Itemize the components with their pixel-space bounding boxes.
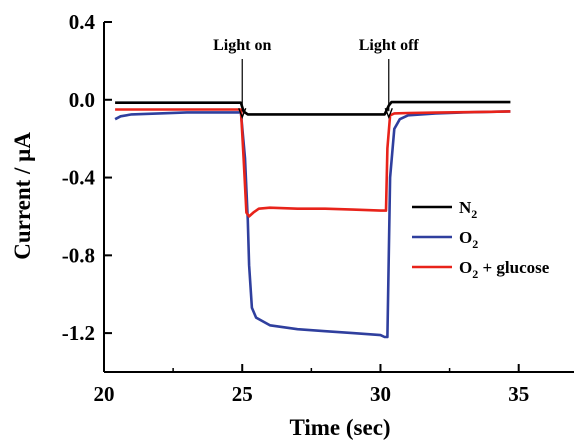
annotation-light-on: Light on: [213, 37, 271, 54]
y-tick-label: -0.4: [62, 166, 96, 190]
annotation-arrow-head: [238, 107, 247, 120]
x-tick-label: 35: [508, 382, 529, 406]
series-line-n2: [115, 100, 511, 116]
legend-label: N2: [459, 198, 477, 221]
annotation-layer: Light on Light off: [213, 37, 420, 120]
y-tick-label: 0.0: [69, 88, 95, 112]
x-tick-label: 25: [232, 382, 253, 406]
legend-label: O2: [459, 228, 478, 251]
y-axis-title: Current / μA: [10, 132, 35, 260]
series-line-o2-glucose: [115, 108, 511, 218]
x-tick-label: 30: [370, 382, 391, 406]
y-tick-label: -1.2: [62, 321, 95, 345]
annotation-arrow-head: [384, 107, 393, 120]
series-line-o2: [114, 110, 511, 339]
x-axis-title: Time (sec): [289, 415, 390, 440]
legend-label: O2 + glucose: [459, 258, 550, 281]
y-tick-label: 0.4: [69, 10, 96, 34]
axes-layer: 0.4 0.0 -0.4 -0.8 -1.2 20 25 30 35: [62, 10, 574, 406]
series-layer: [114, 100, 511, 339]
legend: N2 O2 O2 + glucose: [412, 198, 550, 281]
annotation-light-off: Light off: [359, 37, 420, 54]
x-tick-label: 20: [94, 382, 115, 406]
y-tick-label: -0.8: [62, 243, 95, 267]
